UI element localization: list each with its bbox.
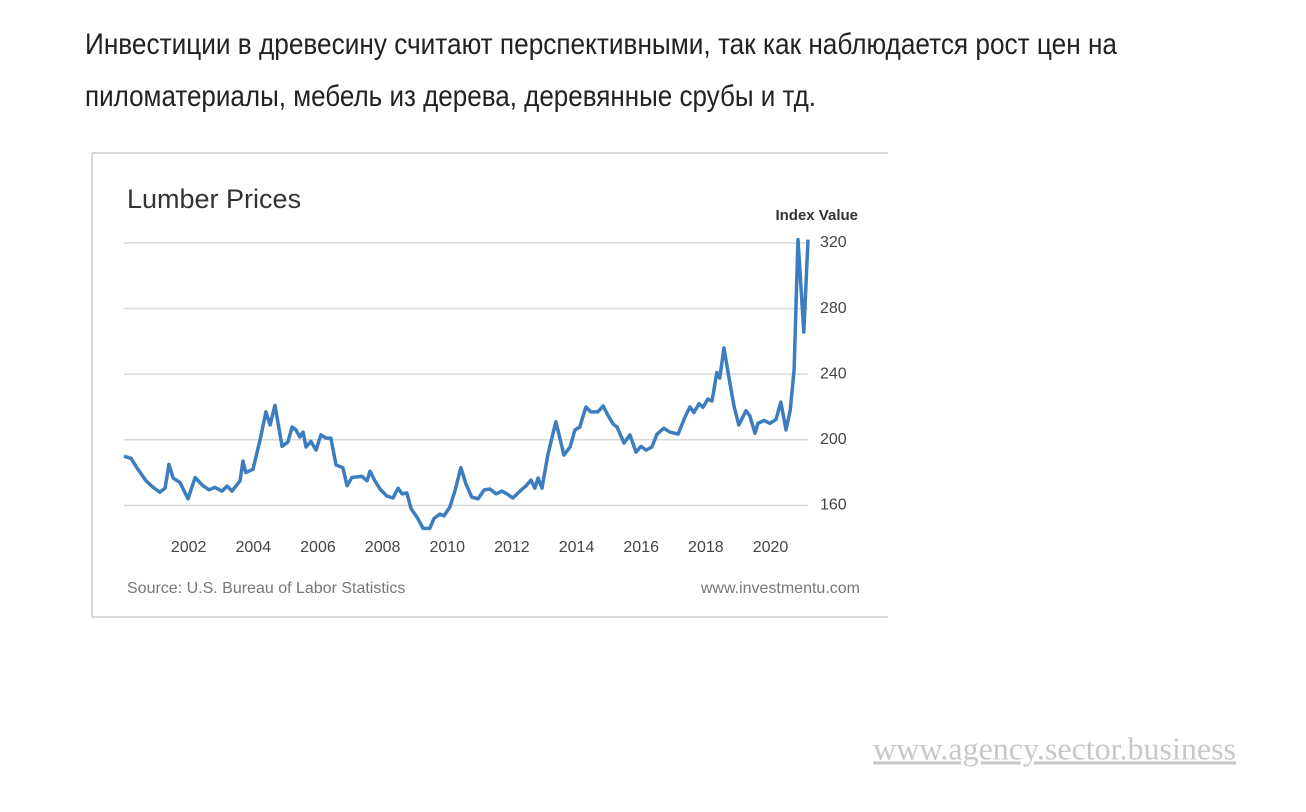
source: Source: U.S. Bureau of Labor Statistics: [127, 580, 405, 597]
y-axis-label: Index Value: [775, 207, 858, 224]
x-tick-label: 2016: [623, 539, 659, 556]
x-tick-label: 2004: [236, 539, 272, 556]
data-line: [123, 237, 810, 531]
chart-title: Lumber Prices: [127, 184, 301, 214]
chart-frame: [91, 152, 888, 618]
y-tick-label: 240: [820, 365, 847, 382]
y-tick-label: 280: [820, 300, 847, 317]
x-tick-label: 2012: [494, 539, 530, 556]
credit: www.investmentu.com: [700, 580, 860, 597]
x-tick-label: 2010: [429, 539, 465, 556]
x-tick-label: 2018: [688, 539, 724, 556]
heading-line: Инвестиции в древесину считают перспекти…: [85, 28, 1117, 61]
y-tick-label: 320: [820, 234, 847, 251]
x-tick-label: 2014: [559, 539, 595, 556]
y-tick-label: 160: [820, 497, 847, 514]
x-tick-label: 2020: [753, 539, 789, 556]
x-tick-label: 2006: [300, 539, 336, 556]
watermark: www.agency.sector.business: [873, 730, 1236, 766]
x-tick-label: 2002: [171, 539, 207, 556]
x-tick-label: 2008: [365, 539, 401, 556]
heading-line: пиломатериалы, мебель из дерева, деревян…: [85, 80, 816, 113]
y-tick-label: 200: [820, 431, 847, 448]
